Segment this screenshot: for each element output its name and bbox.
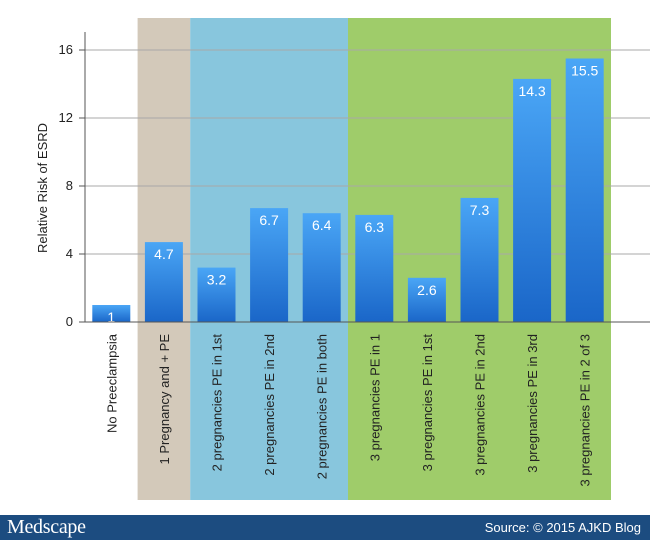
data-label: 4.7 xyxy=(154,246,174,262)
x-axis: No Preeclampsia 1 Pregnancy and + PE 2 pre… xyxy=(85,321,650,487)
y-tick-label: 4 xyxy=(66,246,73,261)
x-tick-label: 3 pregnancies PE in 2 of 3 xyxy=(578,334,593,487)
source-credit: Source: © 2015 AJKD Blog xyxy=(484,520,641,535)
x-tick-label: 1 Pregnancy and + PE xyxy=(157,334,172,465)
data-label: 3.2 xyxy=(207,272,227,288)
data-label: 7.3 xyxy=(470,202,490,218)
data-label: 1 xyxy=(107,309,115,325)
bar xyxy=(355,214,394,322)
bars: 1 4.7 3.2 6.7 6.4 6.3 2.6 7.3 14.3 15.5 xyxy=(92,58,604,325)
y-axis-label: Relative Risk of ESRD xyxy=(35,123,50,253)
bar xyxy=(460,197,499,322)
data-label: 15.5 xyxy=(571,63,598,79)
footer-bar: Medscape Source: © 2015 AJKD Blog xyxy=(0,515,650,540)
bar xyxy=(302,213,341,322)
x-tick-label: 2 pregnancies PE in both xyxy=(315,334,330,479)
bar xyxy=(565,58,604,322)
data-label: 6.3 xyxy=(365,219,385,235)
bar xyxy=(250,208,289,322)
x-tick-label: 3 pregnancies PE in 2nd xyxy=(473,334,488,476)
bar xyxy=(197,267,236,322)
bar xyxy=(513,78,552,323)
bar-chart: 1 4.7 3.2 6.7 6.4 6.3 2.6 7.3 14.3 15.5 0 4 8 12 16 N… xyxy=(35,18,650,500)
bar xyxy=(92,305,131,322)
y-tick-label: 16 xyxy=(59,42,73,57)
y-tick-label: 12 xyxy=(59,110,73,125)
data-label: 6.4 xyxy=(312,217,332,233)
medscape-logo: Medscape xyxy=(7,516,86,538)
x-tick-label: 3 pregnancies PE in 1 xyxy=(367,334,382,461)
x-tick-label: 3 pregnancies PE in 3rd xyxy=(525,334,540,473)
bar xyxy=(407,277,446,322)
data-label: 2.6 xyxy=(417,282,437,298)
data-label: 6.7 xyxy=(259,212,279,228)
x-tick-label: 3 pregnancies PE in 1st xyxy=(420,334,435,472)
y-axis: 0 4 8 12 16 xyxy=(59,32,86,329)
y-tick-label: 0 xyxy=(66,314,73,329)
x-tick-label: 2 pregnancies PE in 1st xyxy=(210,334,225,472)
data-label: 14.3 xyxy=(518,83,545,99)
x-tick-label: No Preeclampsia xyxy=(104,333,119,433)
bar xyxy=(144,242,183,322)
y-tick-label: 8 xyxy=(66,178,73,193)
x-tick-label: 2 pregnancies PE in 2nd xyxy=(262,334,277,476)
